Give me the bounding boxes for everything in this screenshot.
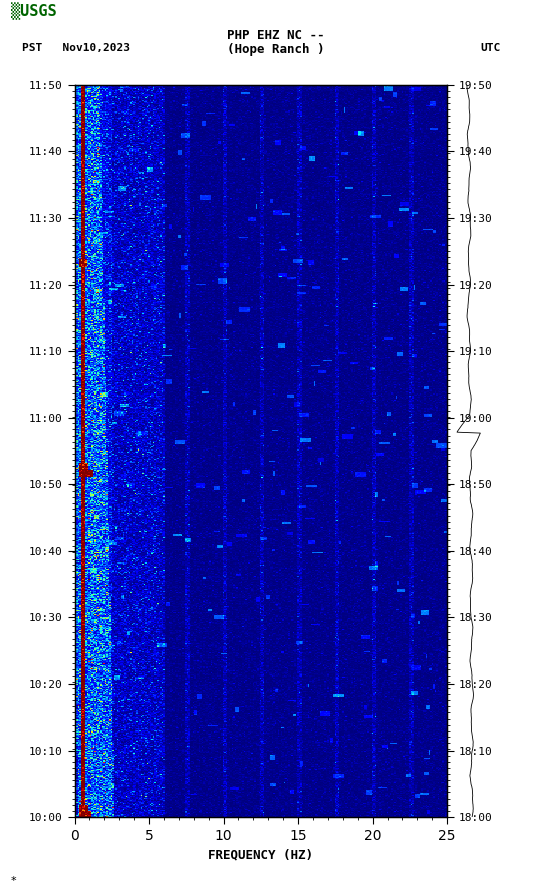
- Text: PHP EHZ NC --: PHP EHZ NC --: [227, 29, 325, 43]
- Text: *: *: [11, 876, 17, 886]
- Text: UTC: UTC: [480, 43, 501, 53]
- Text: PST   Nov10,2023: PST Nov10,2023: [22, 43, 130, 53]
- Text: (Hope Ranch ): (Hope Ranch ): [227, 43, 325, 56]
- Text: ▒USGS: ▒USGS: [11, 3, 57, 21]
- X-axis label: FREQUENCY (HZ): FREQUENCY (HZ): [208, 848, 314, 862]
